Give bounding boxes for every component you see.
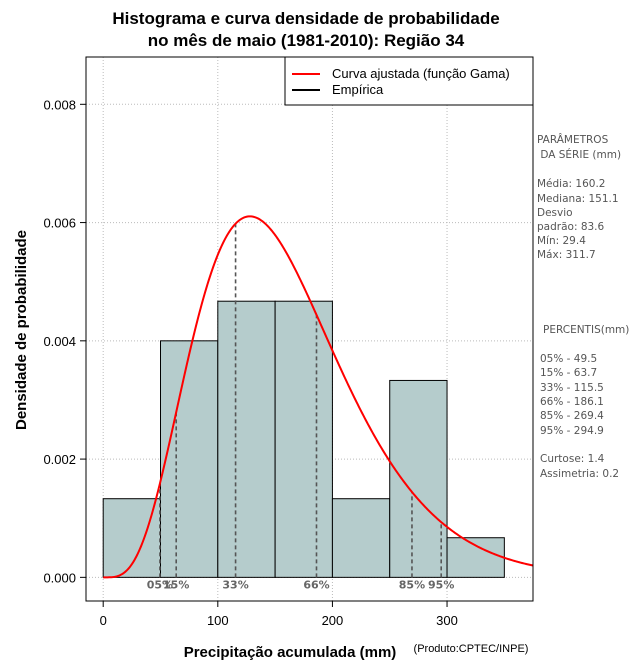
gamma-curve xyxy=(103,215,534,579)
param-desvio-2: padrão: 83.6 xyxy=(537,221,605,233)
param-desvio-1: Desvio xyxy=(537,207,573,219)
credit-text: (Produto:CPTEC/INPE) xyxy=(414,643,529,655)
histogram-bar xyxy=(160,340,219,578)
histogram-bar xyxy=(274,300,333,578)
legend-item-empirical: Empírica xyxy=(332,82,384,97)
param-min: Mín: 29.4 xyxy=(537,235,586,247)
percentile-lines xyxy=(159,223,442,578)
params-title-1: PARÂMETROS xyxy=(537,133,609,146)
x-tick-label: 300 xyxy=(436,613,458,628)
legend-box xyxy=(284,56,534,106)
y-axis: 0.000 0.002 0.004 0.006 0.008 xyxy=(43,97,86,585)
param-max: Máx: 311.7 xyxy=(537,249,596,261)
stat-assimetria: Assimetria: 0.2 xyxy=(540,468,619,480)
percentil-95: 95% - 294.9 xyxy=(540,425,604,437)
stat-curtose: Curtose: 1.4 xyxy=(540,453,605,465)
histogram-bars xyxy=(102,300,505,578)
y-tick-label: 0.000 xyxy=(43,570,76,585)
percentil-85: 85% - 269.4 xyxy=(540,410,604,422)
legend-item-curve: Curva ajustada (função Gama) xyxy=(332,66,510,81)
percentis-title: PERCENTIS(mm) xyxy=(543,324,629,336)
percentile-label: 85% xyxy=(399,578,425,591)
percentiles-panel: PERCENTIS(mm) 05% - 49.5 15% - 63.7 33% … xyxy=(540,324,629,480)
chart-title-line1: Histograma e curva densidade de probabil… xyxy=(112,9,499,28)
histogram-bar xyxy=(446,537,505,578)
y-tick-label: 0.002 xyxy=(43,452,76,467)
gamma-curve-group xyxy=(103,215,534,579)
y-tick-label: 0.004 xyxy=(43,334,76,349)
chart-title-line2: no mês de maio (1981-2010): Região 34 xyxy=(148,31,465,50)
histogram-bar xyxy=(331,498,391,578)
percentile-label: 05% xyxy=(147,578,173,591)
percentile-label: 66% xyxy=(303,578,329,591)
y-tick-label: 0.008 xyxy=(43,97,76,112)
percentile-labels: 05%15% 33% 66% 85% 95% xyxy=(147,578,455,591)
percentil-05: 05% - 49.5 xyxy=(540,353,597,365)
x-tick-label: 100 xyxy=(207,613,229,628)
params-title-2: DA SÉRIE (mm) xyxy=(537,148,621,161)
percentil-33: 33% - 115.5 xyxy=(540,382,604,394)
x-axis: 0 100 200 300 xyxy=(100,601,458,628)
param-mediana: Mediana: 151.1 xyxy=(537,193,619,205)
percentile-label: 15% xyxy=(163,578,189,591)
param-media: Média: 160.2 xyxy=(537,178,605,190)
x-tick-label: 0 xyxy=(100,613,107,628)
x-tick-label: 200 xyxy=(322,613,344,628)
percentil-15: 15% - 63.7 xyxy=(540,367,597,379)
histogram-bar xyxy=(217,300,276,578)
percentile-label: 95% xyxy=(428,578,454,591)
y-axis-label: Densidade de probabilidade xyxy=(13,230,30,430)
legend: Curva ajustada (função Gama) Empírica xyxy=(284,56,534,106)
y-tick-label: 0.006 xyxy=(43,216,76,231)
histogram-bar xyxy=(389,379,448,578)
percentile-label: 33% xyxy=(222,578,248,591)
percentil-66: 66% - 186.1 xyxy=(540,396,604,408)
series-parameters-panel: PARÂMETROS DA SÉRIE (mm) Média: 160.2 Me… xyxy=(537,133,621,261)
x-axis-label: Precipitação acumulada (mm) xyxy=(184,644,397,660)
